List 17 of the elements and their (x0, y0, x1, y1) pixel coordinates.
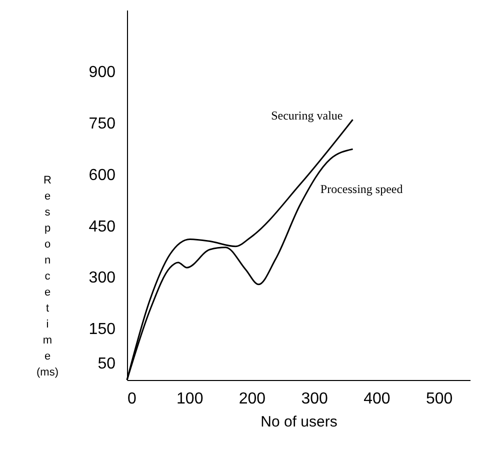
x-tick-label: 500 (426, 390, 453, 408)
x-tick-label: 100 (176, 390, 204, 408)
x-tick-label: 200 (238, 390, 266, 408)
x-tick-label: 0 (128, 390, 136, 408)
x-tick-label: 400 (364, 390, 390, 408)
y-tick-label: 600 (88, 166, 116, 184)
x-axis-title: No of users (260, 414, 338, 430)
y-tick-label: 150 (88, 321, 116, 338)
text: Responce time (ms) (36, 174, 58, 378)
x-tick-label: 300 (301, 390, 328, 408)
series-label: Processing speed (320, 182, 403, 196)
y-tick-label: 900 (88, 64, 116, 82)
y-tick-label: 750 (88, 116, 116, 133)
y-tick-label: 300 (88, 270, 116, 287)
y-tick-label: 50 (98, 355, 116, 372)
y-tick-label: 450 (88, 218, 116, 236)
series-label: Securing value (271, 108, 343, 123)
